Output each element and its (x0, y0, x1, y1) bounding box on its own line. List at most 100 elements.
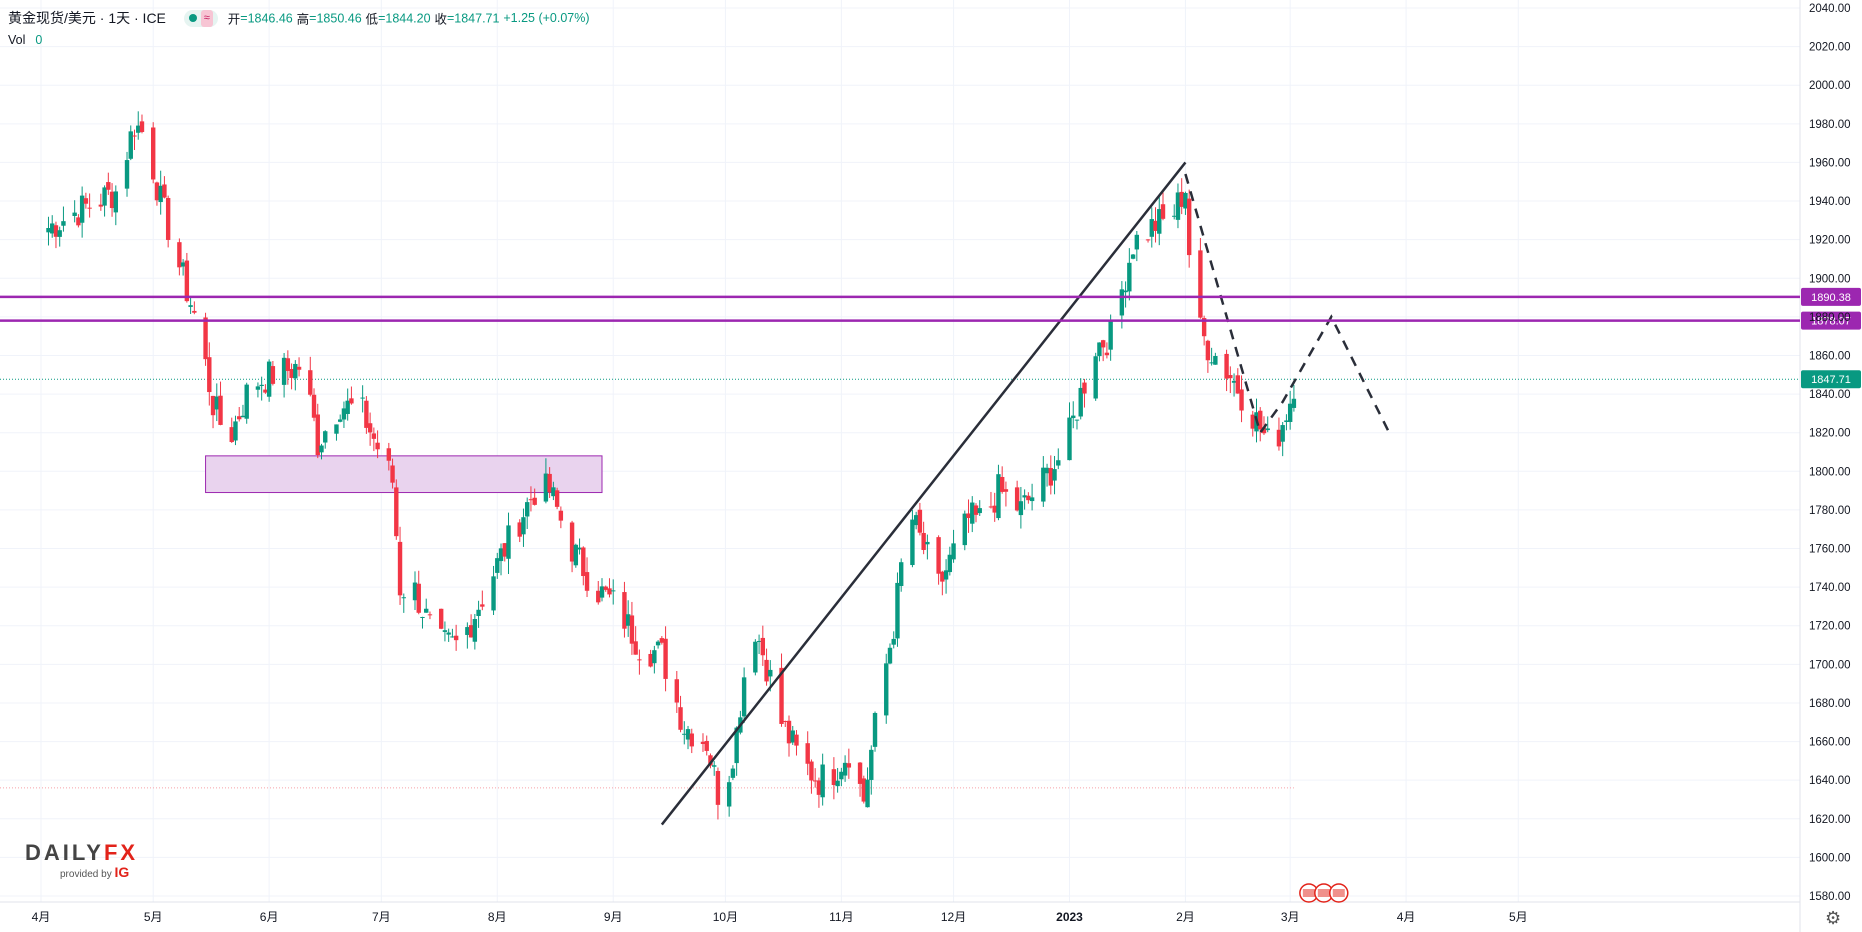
high-value: =1850.46 (309, 10, 362, 26)
support-zone[interactable] (205, 455, 603, 494)
candle-body (1003, 489, 1009, 492)
price-tick-label: 1860.00 (1809, 350, 1851, 362)
candle-body (786, 720, 792, 744)
time-tick-label: 2月 (1176, 910, 1195, 924)
candle-body (229, 427, 234, 442)
candle-body (528, 499, 534, 501)
candle-body (502, 543, 507, 557)
candle-body (371, 433, 377, 439)
candle-body (319, 445, 324, 453)
price-tick-label: 1880.00 (1809, 312, 1851, 324)
candle-body (756, 640, 762, 642)
candle-body (887, 647, 893, 664)
candle-body (364, 400, 369, 428)
horizontal-levels[interactable]: 1890.38 1878.07 (0, 287, 1861, 330)
candle-body (188, 305, 193, 307)
candle-body (102, 187, 107, 206)
candle-body (1123, 290, 1128, 293)
candle-body (992, 505, 997, 513)
candle-body (162, 184, 167, 198)
candle-body (1052, 469, 1057, 481)
price-tick-label: 1800.00 (1809, 466, 1851, 478)
symbol-title[interactable]: 黄金现货/美元 · 1天 · ICE (8, 10, 166, 26)
candle-body (872, 712, 878, 747)
time-tick-label: 11月 (829, 910, 853, 924)
candle-body (1100, 340, 1106, 348)
candle-body (652, 650, 657, 664)
candle-body (46, 228, 51, 233)
candle-body (805, 743, 810, 764)
time-axis[interactable]: 4月 5月 6月 7月 8月 9月 10月 11月 12月 2023 2月 3月 4月 5月 (32, 910, 1528, 924)
candle-body (573, 544, 579, 566)
trend-drawings[interactable] (660, 161, 1393, 826)
price-axis[interactable]: 1580.00 1600.00 1620.00 1640.00 1660.00 1680.… (1801, 3, 1861, 903)
candle-body (72, 212, 77, 216)
candle-body (685, 729, 691, 740)
candle-body (551, 487, 556, 497)
candle-body (831, 769, 837, 786)
candle-body (966, 513, 971, 518)
candle-body (87, 207, 92, 209)
candle-body (936, 537, 941, 574)
change-value: +1.25 (+0.07%) (503, 11, 590, 25)
time-tick-label: 5月 (144, 910, 163, 924)
candle-body (741, 677, 747, 717)
trendline (660, 161, 1187, 826)
price-tick-label: 1660.00 (1809, 737, 1851, 749)
price-tick-label: 1780.00 (1809, 505, 1851, 517)
candle-body (547, 473, 552, 493)
price-tick-label: 1720.00 (1809, 621, 1851, 633)
level-label: 1890.38 (1811, 292, 1851, 304)
candle-body (397, 541, 403, 596)
candle-body (1026, 495, 1031, 501)
candle-body (177, 242, 182, 268)
close-label: 收 (434, 12, 447, 27)
candle-body (180, 262, 186, 267)
candle-body (1235, 375, 1240, 394)
projection-path (1184, 173, 1393, 438)
candle-body (323, 431, 328, 443)
candle-body (1108, 320, 1113, 350)
candle-body (865, 779, 870, 808)
candle-body (446, 632, 451, 635)
candle-body (386, 448, 392, 461)
candle-body (1014, 487, 1020, 511)
price-tick-label: 1840.00 (1809, 389, 1851, 401)
candle-body (450, 636, 455, 638)
us-flag-stripes (1332, 889, 1345, 897)
candle-body (674, 679, 679, 703)
candle-body (1097, 342, 1102, 357)
candle-body (338, 419, 343, 422)
settings-gear-icon[interactable]: ⚙ (1825, 908, 1842, 928)
candle-body (1056, 460, 1061, 466)
time-tick-label: 12月 (941, 910, 966, 924)
candle-body (577, 547, 582, 550)
candle-body (128, 131, 133, 159)
candle-body (420, 616, 425, 618)
candle-body (525, 502, 530, 517)
status-pill[interactable]: ≈ (183, 9, 218, 27)
time-tick-label: 7月 (372, 910, 391, 924)
price-tick-label: 1920.00 (1809, 235, 1851, 247)
candle-body (472, 618, 478, 642)
economic-event-icons[interactable] (1299, 883, 1349, 903)
candle-body (869, 749, 874, 780)
candle-body (521, 517, 526, 535)
time-tick-label: 10月 (713, 910, 738, 924)
candle-body (543, 473, 549, 502)
candle-body (1044, 467, 1050, 474)
candle-body (1258, 410, 1263, 430)
candle-body (341, 408, 347, 420)
candle-body (816, 780, 822, 795)
candle-body (480, 604, 485, 607)
candle-body (1104, 352, 1110, 356)
candle-body (158, 185, 163, 203)
candle-body (1276, 429, 1282, 447)
candle-body (296, 366, 302, 370)
candle-body (1078, 387, 1083, 417)
candle-body (136, 125, 141, 133)
price-tick-label: 1740.00 (1809, 582, 1851, 594)
candle-body (1186, 198, 1192, 256)
candle-body (629, 615, 635, 644)
